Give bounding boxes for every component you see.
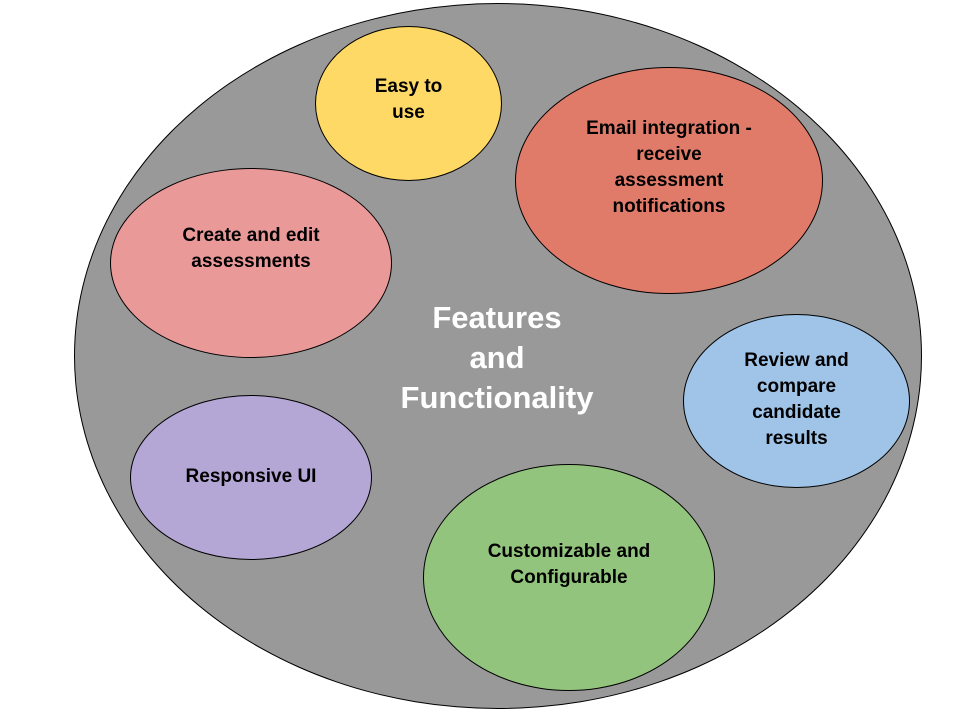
bubble-label-email-integration: Email integration - receive assessment n…	[586, 117, 752, 217]
bubble-email-integration: Email integration - receive assessment n…	[515, 67, 823, 294]
bubble-responsive-ui: Responsive UI	[130, 395, 372, 560]
bubble-label-easy-to-use: Easy to use	[374, 75, 443, 123]
bubble-easy-to-use: Easy to use	[315, 26, 502, 181]
bubble-review-and-compare: Review and compare candidate results	[683, 314, 910, 488]
bubble-label-responsive-ui: Responsive UI	[185, 465, 317, 487]
bubble-label-customizable: Customizable and Configurable	[487, 540, 651, 588]
center-title: Features and Functionality	[400, 300, 594, 415]
bubble-label-review-and-compare: Review and compare candidate results	[744, 350, 849, 449]
bubble-create-and-edit: Create and edit assessments	[110, 168, 392, 358]
bubble-customizable: Customizable and Configurable	[423, 464, 715, 691]
bubble-label-create-and-edit: Create and edit assessments	[182, 225, 320, 272]
